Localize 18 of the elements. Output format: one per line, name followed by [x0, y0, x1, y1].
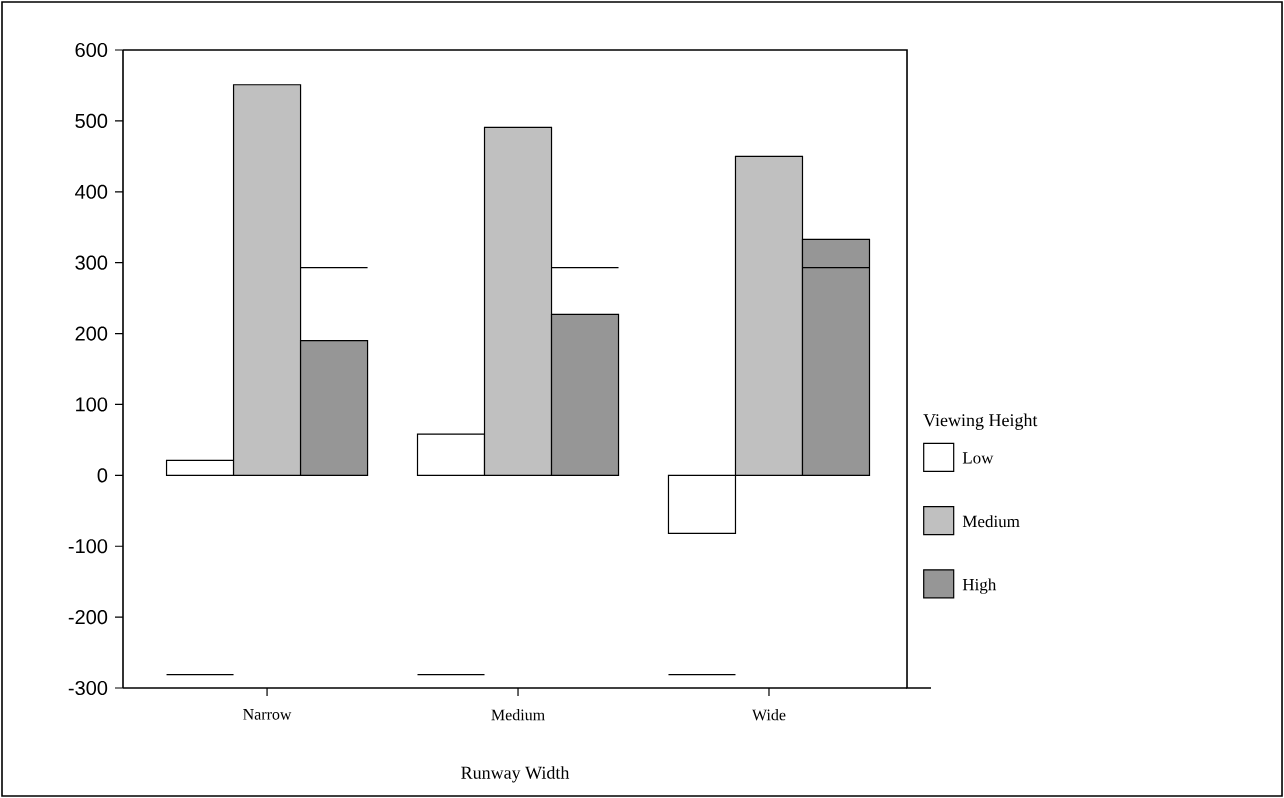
y-tick-label: -300 — [68, 680, 108, 696]
y-tick-label: 600 — [75, 42, 108, 58]
y-tick-label: 200 — [75, 326, 108, 341]
y-tick-label: -100 — [68, 539, 108, 554]
legend-label: Low — [962, 452, 994, 464]
legend-label: Medium — [962, 515, 1020, 528]
x-axis-title: Runway Width — [461, 766, 570, 783]
y-tick-label: 500 — [75, 113, 108, 128]
x-tick-label: Medium — [491, 709, 545, 721]
x-tick-label: Wide — [751, 709, 786, 721]
x-tick-label: Narrow — [243, 709, 292, 720]
legend-label: High — [962, 578, 997, 594]
y-tick-label: -200 — [68, 610, 108, 625]
y-tick-label: 300 — [75, 255, 108, 270]
y-tick-label: 400 — [75, 184, 108, 199]
legend-title: Viewing Height — [923, 413, 1038, 430]
y-tick-label: 0 — [97, 468, 108, 483]
y-tick-label: 100 — [76, 397, 108, 412]
